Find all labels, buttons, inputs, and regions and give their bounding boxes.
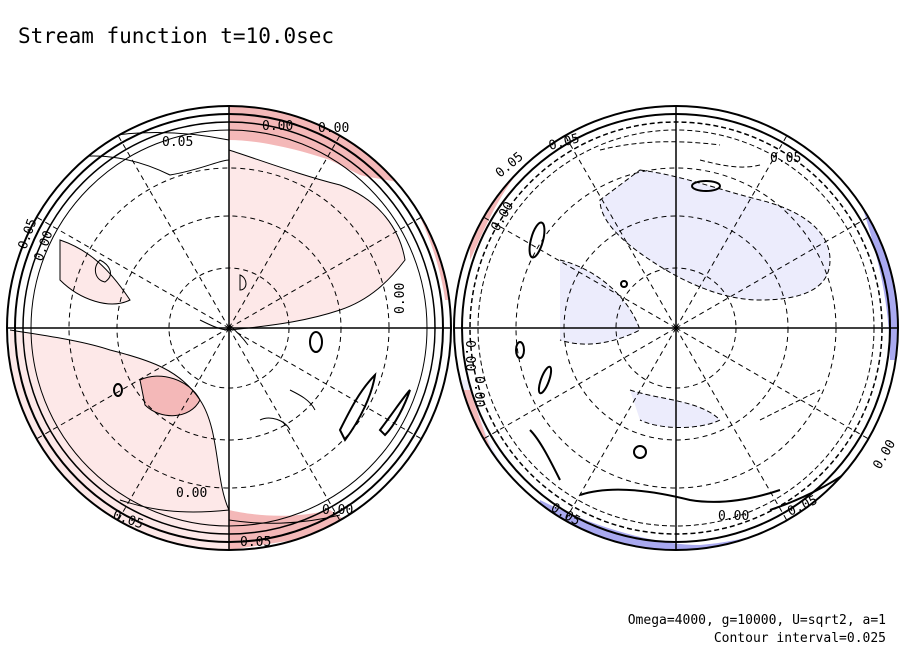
left-contour-labels: 0.05 0.00 0.00 0.00 0.00 0.00 0.05 0.05 … [16, 119, 408, 550]
left-positive-region-center [229, 150, 405, 330]
right-label: 0.00 [870, 437, 899, 472]
right-boundary [453, 105, 899, 551]
right-label: 0.00 [462, 340, 477, 371]
right-contour-labels: 0.05 0.00 0.05 0.00 0.05 0.00 0.05 0.05 … [462, 131, 899, 529]
left-label: 0.05 [240, 535, 271, 550]
right-negative-region-s [630, 390, 720, 428]
right-label: 0.00 [718, 509, 749, 524]
left-label: 0.00 [262, 119, 293, 134]
right-negative-region-ne [600, 170, 830, 300]
right-label: 0.00 [471, 376, 486, 407]
left-label: 0.05 [162, 135, 193, 150]
parameter-caption: Omega=4000, g=10000, U=sqrt2, a=1 Contou… [628, 612, 886, 648]
left-positive-rim [400, 180, 451, 300]
left-label: 0.00 [318, 121, 349, 136]
left-hemisphere: 0.05 0.00 0.00 0.00 0.00 0.00 0.05 0.05 … [6, 105, 452, 551]
right-label: 0.05 [770, 151, 801, 166]
left-positive-region-sw [140, 376, 200, 416]
right-label: 0.05 [548, 500, 583, 529]
right-label: 0.05 [493, 149, 527, 181]
right-label: 0.05 [547, 131, 581, 154]
left-label: 0.00 [393, 283, 408, 314]
right-negative-rim-e [860, 200, 898, 360]
right-hemisphere: 0.05 0.00 0.05 0.00 0.05 0.00 0.05 0.05 … [453, 105, 899, 551]
plot-title: Stream function t=10.0sec [18, 24, 335, 48]
left-boundary [6, 105, 452, 551]
left-label: 0.00 [176, 486, 207, 501]
right-negative-region-center [560, 260, 640, 345]
contour-interval-line: Contour interval=0.025 [713, 631, 886, 646]
left-label: 0.00 [322, 503, 353, 518]
parameter-line: Omega=4000, g=10000, U=sqrt2, a=1 [627, 613, 886, 628]
